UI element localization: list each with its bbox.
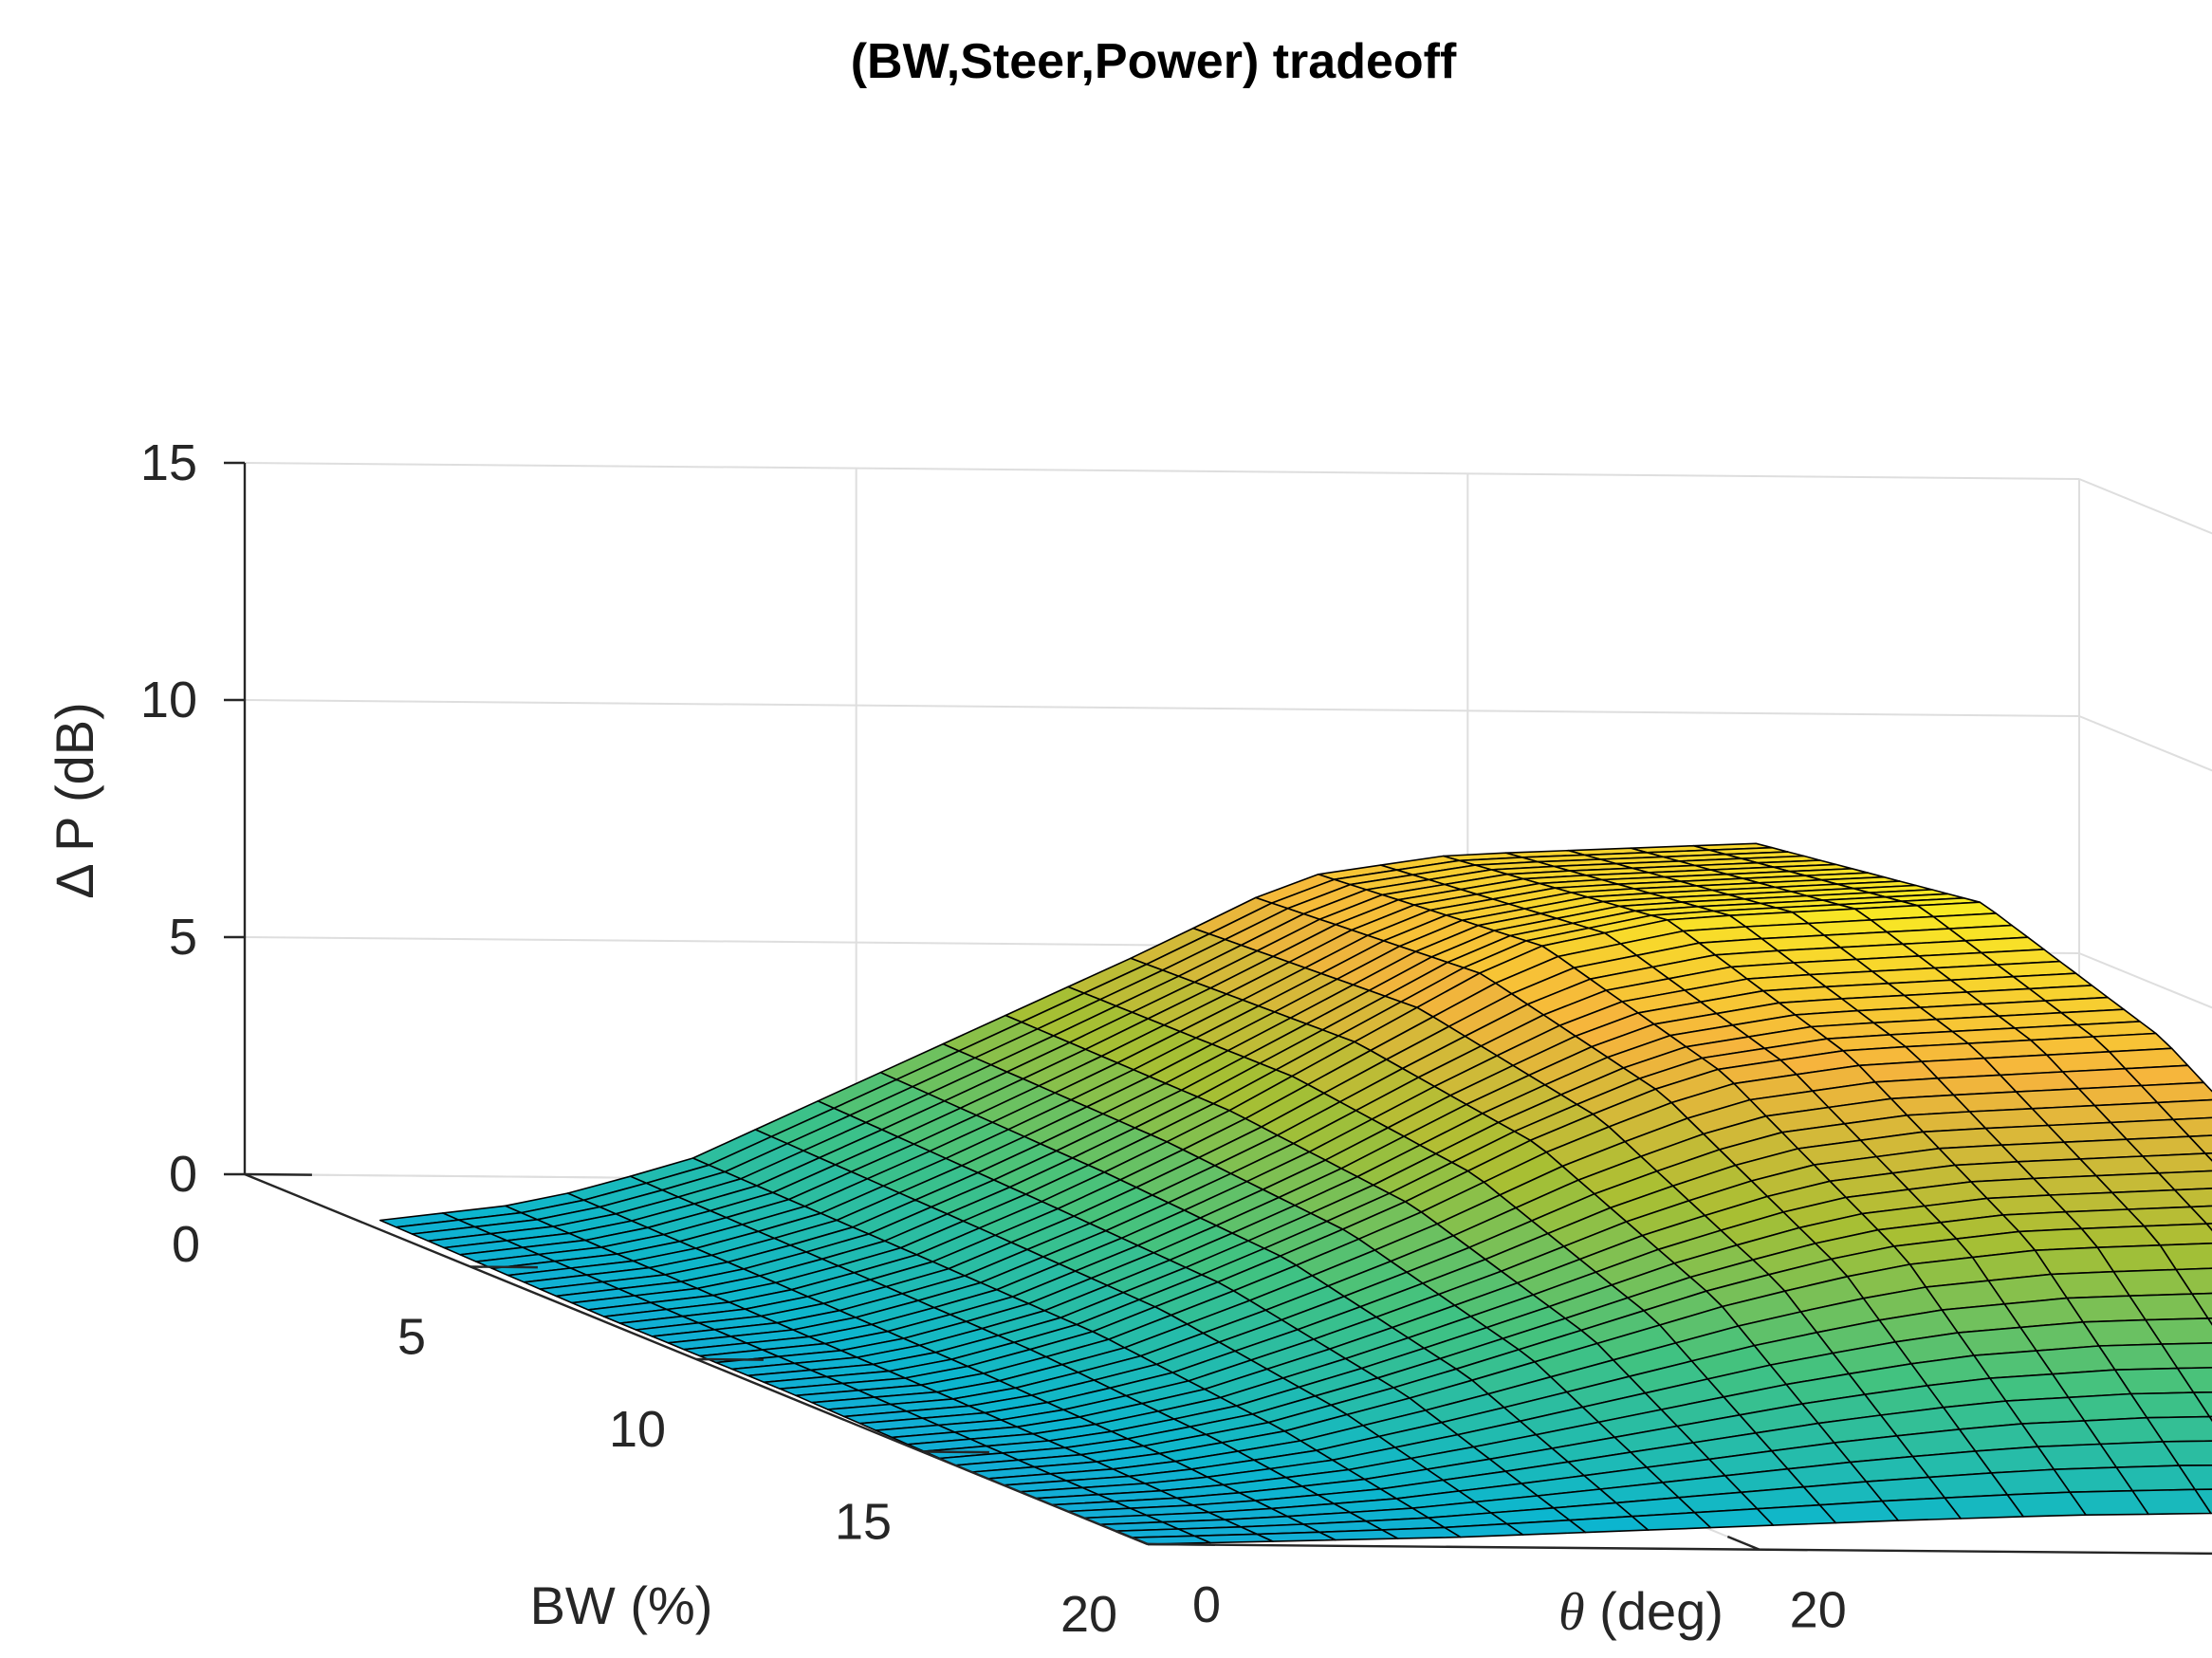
x-tick	[470, 1265, 538, 1269]
x-tick	[921, 1450, 989, 1454]
z-tick-label: 10	[140, 672, 197, 728]
y-tick-label: 20	[1790, 1582, 1847, 1639]
chart-title: (BW,Steer,Power) tradeoff	[851, 34, 1457, 89]
y-tick	[1115, 1530, 1149, 1546]
y-axis-label-symbol: θ	[1558, 1583, 1585, 1642]
tick-labels: 051015200204060051015	[140, 434, 1847, 1643]
y-tick-label: 0	[1192, 1576, 1221, 1633]
x-tick-label: 5	[397, 1309, 426, 1366]
x-tick	[1147, 1542, 1215, 1546]
x-axis-label: BW (%)	[530, 1575, 713, 1635]
z-tick-label: 0	[169, 1146, 197, 1203]
x-tick-label: 15	[835, 1494, 892, 1551]
x-tick-label: 20	[1060, 1586, 1117, 1643]
axes-lines	[224, 461, 2212, 1556]
x-tick-label: 10	[609, 1401, 666, 1458]
y-tick	[1726, 1535, 1760, 1551]
x-tick-label: 0	[172, 1216, 200, 1273]
grid-line-z-bw-wall	[244, 462, 2080, 480]
grid-line-z-theta-wall	[2078, 478, 2212, 535]
z-axis-label: Δ P (dB)	[45, 702, 104, 899]
z-tick-label: 5	[169, 909, 197, 966]
z-tick-label: 15	[140, 434, 197, 491]
y-axis-line	[1147, 1542, 2212, 1556]
y-axis-label: θ (deg)	[1558, 1581, 1724, 1642]
x-tick	[244, 1172, 312, 1176]
x-tick	[695, 1357, 764, 1361]
surface-mesh	[378, 842, 2212, 1545]
grid-line-z-bw-wall	[244, 699, 2080, 717]
y-axis-label-unit: (deg)	[1585, 1581, 1724, 1641]
